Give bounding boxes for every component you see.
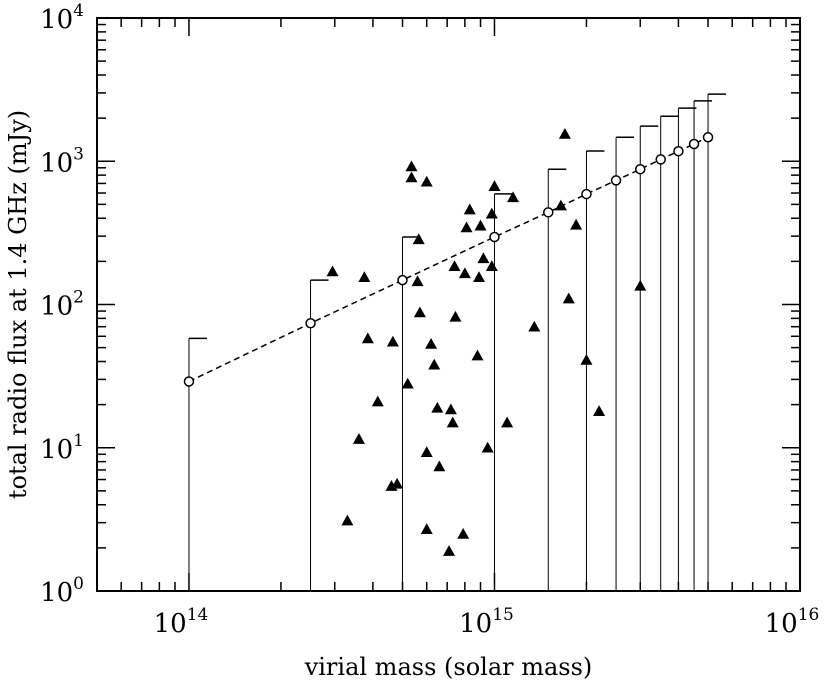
model-point-circle — [688, 138, 700, 150]
y-axis-label: total radio flux at 1.4 GHz (mJy) — [4, 110, 32, 499]
model-point-circle — [305, 317, 316, 329]
observed-triangle — [420, 523, 433, 535]
model-point-circle — [489, 231, 500, 243]
observed-triangle — [401, 377, 414, 389]
y-tick-label-exponent: 3 — [73, 144, 84, 164]
x-tick-label: 1016 — [765, 605, 820, 639]
axis-ticks-group — [96, 18, 800, 592]
observed-triangle — [558, 127, 571, 139]
y-tick-label: 104 — [40, 1, 84, 35]
y-tick-label: 102 — [40, 288, 84, 322]
observed-triangle — [528, 320, 541, 332]
observed-triangle — [352, 433, 365, 444]
x-tick-label-base: 1014 — [154, 605, 209, 639]
model-point-circle — [635, 163, 646, 175]
observed-triangle — [405, 171, 418, 183]
x-tick-label-exponent: 15 — [492, 605, 514, 625]
observed-triangle — [341, 514, 354, 526]
y-tick-label: 103 — [40, 144, 84, 178]
y-tick-label-exponent: 2 — [73, 288, 84, 308]
observed-triangle — [554, 199, 567, 211]
observed-triangle — [477, 252, 490, 264]
observed-triangle — [361, 332, 374, 344]
x-tick-label-base: 1015 — [459, 605, 514, 639]
model-point-circle — [673, 145, 684, 157]
y-tick-label-base: 103 — [40, 144, 84, 178]
observed-triangle — [413, 306, 426, 318]
y-tick-label-base: 100 — [40, 574, 84, 608]
observed-triangle — [449, 310, 462, 322]
observed-triangle — [460, 221, 473, 233]
model-point-circle — [543, 207, 554, 218]
model-line-group — [188, 136, 709, 383]
y-tick-label-exponent: 0 — [73, 574, 84, 594]
observed-triangle — [412, 233, 425, 245]
observed-triangle — [501, 416, 514, 428]
x-tick-label-exponent: 14 — [187, 605, 209, 625]
observed-triangle — [433, 460, 446, 472]
observed-triangle — [471, 349, 484, 361]
observed-triangle — [443, 545, 456, 556]
observed-triangle — [458, 267, 471, 279]
model-point-circle — [702, 132, 714, 143]
x-tick-label-base: 1016 — [765, 605, 820, 639]
y-tick-label-exponent: 4 — [73, 1, 84, 21]
data-points-group — [183, 127, 714, 556]
y-tick-label-exponent: 1 — [73, 431, 84, 451]
observed-triangle — [473, 271, 486, 283]
observed-triangle — [326, 265, 339, 277]
observed-triangle — [485, 207, 498, 219]
model-point-circle — [655, 154, 666, 165]
observed-triangle — [481, 441, 494, 453]
x-tick-label: 1015 — [459, 605, 514, 639]
model-point-circle — [581, 188, 592, 200]
y-tick-label-base: 101 — [40, 431, 84, 465]
observed-triangle — [446, 416, 459, 428]
observed-triangle — [425, 338, 438, 349]
observed-triangle — [488, 180, 501, 191]
observed-triangle — [411, 275, 424, 287]
y-tick-label: 101 — [40, 431, 84, 465]
observed-triangle — [428, 358, 441, 370]
y-tick-label-base: 102 — [40, 288, 84, 322]
observed-triangle — [420, 175, 433, 187]
observed-triangle — [371, 395, 384, 407]
observed-triangle — [474, 219, 487, 231]
model-dashed-line — [188, 136, 709, 383]
observed-triangle — [485, 260, 498, 272]
observed-triangle — [634, 279, 647, 291]
observed-triangle — [562, 292, 575, 304]
x-axis-label: virial mass (solar mass) — [304, 653, 593, 681]
model-point-circle — [610, 175, 622, 186]
observed-triangle — [420, 446, 433, 458]
observed-triangle — [457, 528, 470, 539]
observed-triangle — [580, 353, 593, 365]
model-point-circle — [183, 376, 195, 387]
model-point-circle — [397, 274, 408, 286]
observed-triangle — [593, 405, 606, 416]
observed-triangle — [448, 260, 461, 272]
observed-triangle — [391, 477, 404, 489]
observed-triangle — [405, 160, 418, 172]
x-tick-label: 1014 — [154, 605, 209, 639]
observed-triangle — [507, 191, 520, 203]
observed-triangle — [431, 401, 444, 413]
y-tick-label-base: 104 — [40, 1, 84, 35]
y-tick-label: 100 — [40, 574, 84, 608]
observed-triangle — [463, 203, 476, 215]
x-tick-label-exponent: 16 — [798, 605, 820, 625]
error-bars-group — [188, 93, 727, 591]
observed-triangle — [570, 218, 583, 230]
observed-triangle — [444, 403, 457, 415]
observed-triangle — [386, 335, 399, 347]
observed-triangle — [358, 271, 371, 283]
